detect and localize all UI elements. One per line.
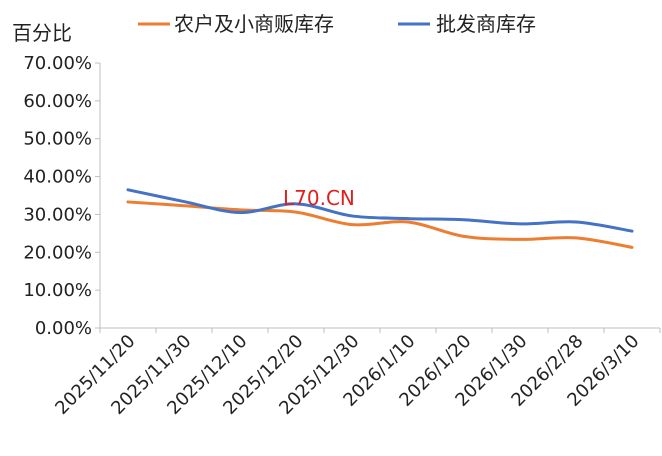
y-tick-labels: 0.00% 10.00% 20.00% 30.00% 40.00% 50.00% 60.00… [23,53,92,339]
y-tick-label: 20.00% [23,242,92,263]
y-tick-label: 50.00% [23,129,92,150]
series-lines [126,188,634,249]
y-tick-label: 70.00% [23,53,92,74]
series-line-2 [126,188,634,233]
x-tick-labels: 2025/11/202025/11/302025/12/102025/12/20… [51,331,643,419]
axes [95,62,661,333]
y-axis-label: 百分比 [12,21,72,45]
legend-label-series-2: 批发商库存 [436,12,536,36]
series-line-1 [126,200,634,249]
watermark-text: L70.CN [283,186,355,210]
y-tick-label: 60.00% [23,91,92,112]
y-tick-label: 0.00% [35,318,92,339]
legend: 农户及小商贩库存 批发商库存 [138,12,536,36]
y-tick-label: 10.00% [23,280,92,301]
y-tick-label: 30.00% [23,204,92,225]
y-tick-label: 40.00% [23,167,92,188]
legend-label-series-1: 农户及小商贩库存 [174,12,334,36]
